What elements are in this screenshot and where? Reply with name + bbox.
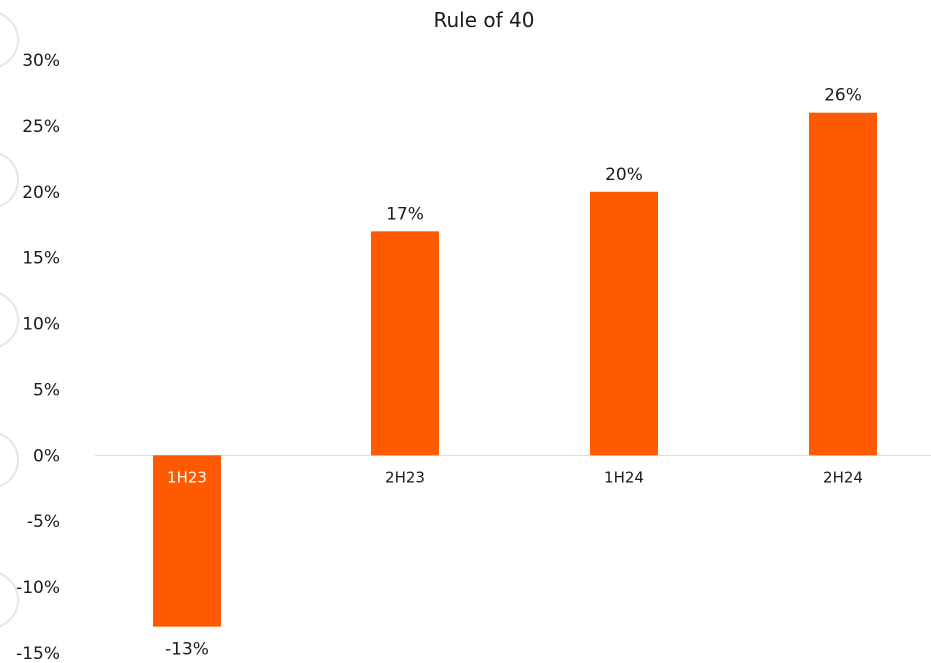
category-label: 1H23: [167, 468, 207, 486]
y-tick-label: 30%: [22, 51, 60, 71]
data-label: 17%: [386, 204, 424, 224]
y-tick-label: -15%: [16, 644, 60, 663]
data-label: 26%: [824, 86, 862, 106]
y-tick-label: 0%: [33, 446, 60, 466]
bar-1h24: [590, 191, 658, 456]
y-tick-label: 20%: [22, 183, 60, 203]
y-tick-label: 25%: [22, 117, 60, 137]
bar-1h23: [153, 455, 221, 627]
data-label: -13%: [165, 640, 209, 660]
bar-series: [153, 112, 877, 627]
bar-2h24: [809, 112, 877, 456]
chart-title: Rule of 40: [434, 8, 535, 32]
category-label: 2H23: [385, 468, 425, 486]
y-tick-label: -10%: [16, 578, 60, 598]
y-tick-label: 10%: [22, 315, 60, 335]
category-label: 1H24: [604, 468, 644, 486]
watermark-decoration: [0, 12, 19, 628]
y-axis: 30% 25% 20% 15% 10% 5% 0% -5% -10% -15%: [16, 51, 60, 663]
category-label: 2H24: [823, 468, 863, 486]
y-tick-label: 15%: [22, 249, 60, 269]
y-tick-label: -5%: [27, 512, 60, 532]
data-labels: -13% 17% 20% 26%: [165, 86, 862, 660]
category-labels: 1H23 2H23 1H24 2H24: [167, 468, 863, 486]
bar-2h23: [371, 231, 439, 456]
data-label: 20%: [605, 165, 643, 185]
y-tick-label: 5%: [33, 380, 60, 400]
